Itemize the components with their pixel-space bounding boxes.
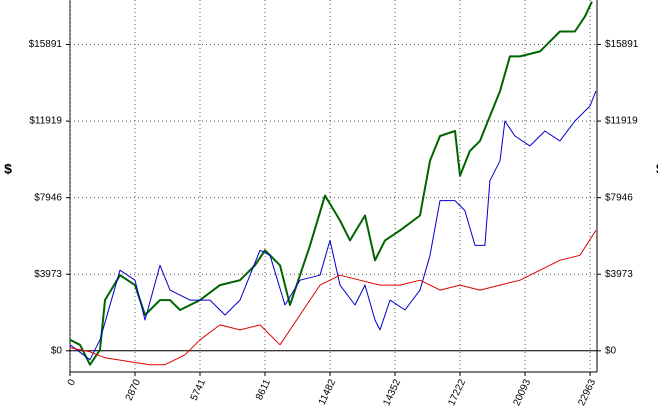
- x-tick-label: 20093: [511, 377, 533, 407]
- x-tick-label: 0: [66, 377, 79, 387]
- series-line: [69, 91, 597, 361]
- y-tick-label: $15891: [29, 39, 63, 50]
- y2-axis-title: $: [656, 161, 658, 177]
- x-tick-label: 2870: [124, 377, 144, 402]
- y2-tick-label: $7946: [605, 192, 633, 203]
- x-tick-label: 22963: [576, 377, 598, 407]
- x-tick-label: 11482: [317, 377, 339, 407]
- y-tick-label: $7946: [34, 192, 62, 203]
- y2-tick-label: $3973: [605, 269, 633, 280]
- y-tick-label: $0: [51, 345, 63, 356]
- x-tick-label: 8611: [254, 377, 273, 402]
- series-line: [69, 1, 593, 366]
- y2-tick-label: $15891: [605, 39, 639, 50]
- x-tick-label: 14352: [381, 377, 403, 407]
- y-tick-label: $11919: [29, 116, 62, 127]
- x-tick-label: 17222: [446, 377, 468, 407]
- y2-tick-label: $11919: [605, 116, 638, 127]
- x-tick-label: 5741: [189, 377, 209, 402]
- series-line: [69, 230, 597, 366]
- y-axis-title: $: [4, 161, 12, 177]
- y-tick-label: $3973: [34, 269, 62, 280]
- y2-tick-label: $0: [605, 345, 617, 356]
